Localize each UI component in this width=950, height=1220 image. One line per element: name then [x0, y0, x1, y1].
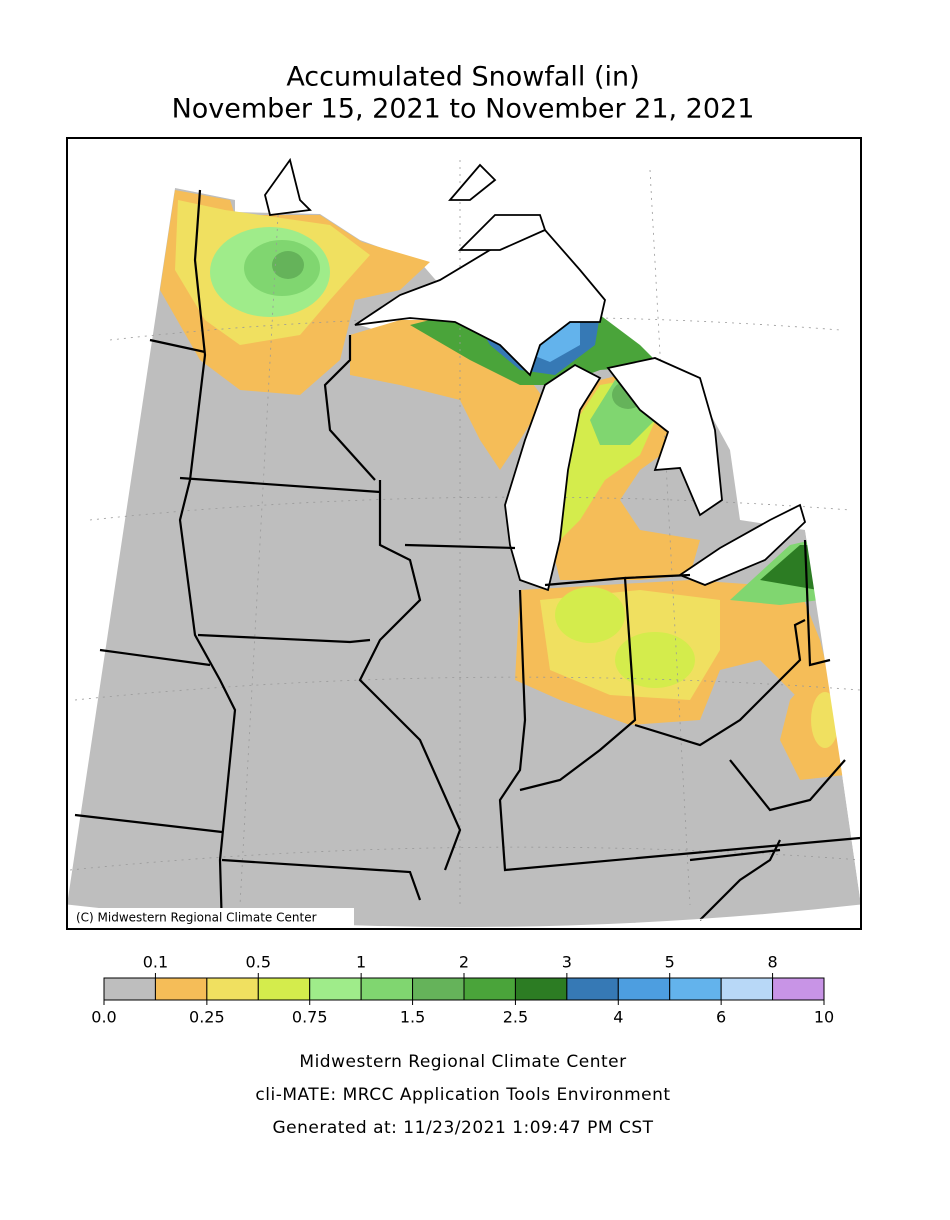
legend-swatch	[669, 977, 722, 1001]
legend-swatch	[617, 977, 671, 1001]
legend-swatch	[463, 977, 516, 1001]
snow-area	[555, 587, 625, 643]
legend-swatch	[412, 977, 465, 1001]
legend-label: 1	[356, 953, 366, 972]
legend-swatch	[720, 977, 774, 1001]
legend-label: 2.5	[503, 1008, 528, 1027]
lake-michigan	[504, 363, 602, 592]
title: Accumulated Snowfall (in)	[286, 62, 639, 93]
legend-label: 10	[814, 1008, 834, 1027]
legend-label: 0.0	[91, 1008, 116, 1027]
legend-label: 0.5	[246, 953, 271, 972]
legend-label: 0.75	[292, 1008, 328, 1027]
outside	[67, 138, 861, 905]
legend-label: 4	[613, 1008, 623, 1027]
state-line	[178, 189, 237, 929]
footer-line: Midwestern Regional Climate Center	[299, 1052, 626, 1072]
map: (C) Midwestern Regional Climate Center	[67, 138, 861, 929]
snow-area	[760, 545, 818, 590]
footer-line: cli-MATE: MRCC Application Tools Environ…	[255, 1085, 670, 1105]
state-line	[74, 335, 861, 921]
coastline	[264, 157, 547, 251]
lake-superior	[354, 228, 606, 377]
subtitle: November 15, 2021 to November 21, 2021	[172, 94, 755, 125]
legend-swatch	[309, 977, 362, 1001]
legend-swatch	[103, 977, 156, 1001]
legend-label: 1.5	[400, 1008, 425, 1027]
legend-swatch	[772, 977, 825, 1001]
legend-label: 3	[562, 953, 572, 972]
legend-label: 0.1	[143, 953, 168, 972]
copyright: (C) Midwestern Regional Climate Center	[76, 911, 317, 925]
legend-label: 0.25	[189, 1008, 225, 1027]
legend-swatch	[360, 977, 414, 1001]
legend-label: 6	[716, 1008, 726, 1027]
legend-swatch	[206, 977, 259, 1001]
legend-swatch	[566, 977, 619, 1001]
lake-erie	[678, 503, 807, 586]
legend-swatch	[257, 977, 311, 1001]
lake-huron	[606, 357, 723, 517]
legend-swatch	[514, 977, 568, 1001]
legend-swatch	[154, 977, 208, 1001]
legend-label: 8	[767, 953, 777, 972]
legend-label: 5	[665, 953, 675, 972]
copyright-box	[70, 908, 354, 928]
legend: 0.0 0.1 0.25 0.5 0.75 1 1.5 2 2.5 3 4 5 6 8 10	[91, 953, 834, 1027]
footer-line: Generated at: 11/23/2021 1:09:47 PM CST	[273, 1118, 654, 1138]
map-frame	[66, 137, 862, 930]
snow-area	[615, 632, 695, 688]
legend-label: 2	[459, 953, 469, 972]
snow-area	[272, 251, 304, 279]
